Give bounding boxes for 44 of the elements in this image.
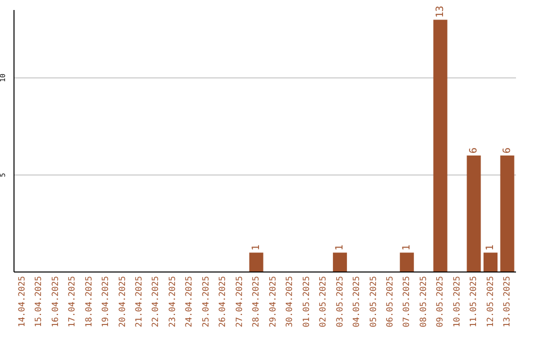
x-tick-label: 18.04.2025 [84, 276, 94, 328]
x-tick-label: 28.04.2025 [252, 276, 262, 328]
x-tick-label: 03.05.2025 [335, 276, 346, 328]
x-tick-label: 15.04.2025 [34, 276, 44, 328]
bar [249, 252, 264, 272]
x-tick-label: 02.05.2025 [318, 276, 329, 328]
x-tick-label: 23.04.2025 [168, 276, 178, 328]
x-tick-label: 04.05.2025 [352, 276, 362, 328]
x-tick-label: 24.04.2025 [184, 276, 195, 328]
x-tick-label: 30.04.2025 [285, 276, 296, 328]
data-label: 6 [468, 148, 480, 154]
x-tick-label: 06.05.2025 [386, 276, 396, 328]
x-tick-label: 20.04.2025 [118, 276, 128, 328]
bar [332, 252, 347, 272]
data-label: 6 [502, 148, 513, 154]
x-tick-label: 10.05.2025 [452, 276, 462, 328]
x-tick-label: 17.04.2025 [68, 276, 78, 328]
x-tick-label: 05.05.2025 [368, 276, 379, 328]
x-tick-label: 14.04.2025 [17, 276, 28, 328]
bar [433, 20, 448, 272]
x-tick-label: 09.05.2025 [436, 276, 446, 328]
x-tick-label: 16.04.2025 [50, 276, 61, 328]
x-tick-label: 25.04.2025 [201, 276, 212, 328]
bar [466, 156, 481, 272]
x-tick-label: 12.05.2025 [486, 276, 496, 328]
data-label: 13 [434, 6, 446, 18]
x-tick-label: 26.04.2025 [218, 276, 228, 328]
x-tick-label: 08.05.2025 [418, 276, 429, 328]
x-tick-label: 07.05.2025 [402, 276, 412, 328]
x-tick-label: 19.04.2025 [101, 276, 112, 328]
x-tick-label: 29.04.2025 [268, 276, 278, 328]
data-label: 1 [250, 244, 262, 251]
bar [500, 156, 514, 272]
x-tick-label: 01.05.2025 [302, 276, 312, 328]
bar [400, 252, 414, 272]
x-tick-label: 13.05.2025 [502, 276, 513, 328]
data-label: 1 [334, 244, 346, 251]
data-label: 1 [401, 244, 412, 251]
x-tick-label: 11.05.2025 [469, 276, 480, 328]
x-tick-label: 22.04.2025 [151, 276, 162, 328]
x-tick-label: 27.04.2025 [234, 276, 245, 328]
x-tick-label: 21.04.2025 [134, 276, 144, 328]
data-label: 1 [485, 244, 496, 251]
bar [484, 252, 498, 272]
